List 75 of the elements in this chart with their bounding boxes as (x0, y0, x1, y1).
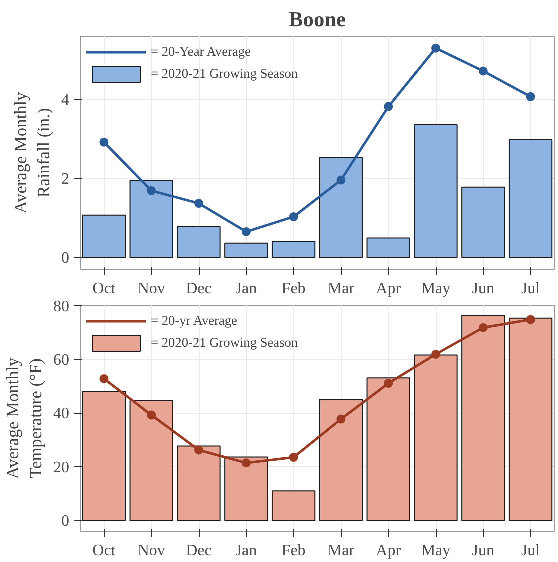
x-tick-label: Dec (186, 542, 212, 560)
point (289, 453, 298, 462)
x-tick-label: Nov (138, 280, 166, 298)
bar (177, 226, 221, 258)
point (384, 379, 394, 388)
x-tick-label: Mar (328, 280, 356, 298)
bar (319, 157, 364, 258)
legend-label: = 20-Year Average (151, 44, 251, 60)
bar (130, 180, 174, 258)
bar (414, 124, 458, 258)
x-tick-label: Jun (472, 280, 495, 298)
x-tick-label: May (421, 280, 451, 298)
y-axis-title: Average Monthly Rainfall (in.) (12, 92, 54, 214)
bar (224, 242, 268, 258)
x-tick-label: Oct (92, 280, 116, 298)
x-tick-label: Feb (282, 542, 306, 560)
y-tick-label: 60 (54, 352, 70, 369)
point (100, 138, 109, 147)
x-tick-label: Jan (236, 542, 258, 560)
x-tick-label: Jan (236, 280, 258, 298)
x-tick-label: May (421, 542, 451, 560)
bar (130, 400, 174, 522)
point (432, 44, 440, 53)
y-tick-label: 4 (62, 92, 70, 110)
y-axis-title: Average Monthly Temperature (°F) (4, 357, 46, 480)
point (100, 374, 109, 384)
x-tick-label: Jun (472, 542, 495, 560)
point (336, 414, 346, 424)
point (147, 186, 156, 196)
y-tick-label: 0 (62, 250, 70, 268)
y-tick-label: 20 (54, 459, 70, 476)
bar (366, 238, 410, 258)
bar (272, 240, 316, 258)
point (432, 350, 440, 359)
legend-label: = 20-yr Average (151, 313, 238, 329)
bar (177, 446, 221, 522)
bar (272, 490, 316, 522)
point (242, 458, 251, 468)
x-tick-label: Jul (521, 280, 541, 298)
point (147, 410, 156, 420)
bar (366, 378, 410, 522)
x-tick-label: Dec (186, 280, 212, 298)
point (194, 446, 204, 455)
point (526, 315, 536, 324)
point (194, 199, 204, 208)
bar (462, 186, 506, 258)
x-tick-label: Jul (521, 542, 541, 560)
x-tick-label: Apr (376, 280, 402, 298)
y-tick-label: 2 (62, 171, 70, 188)
y-tick-label: 80 (54, 298, 70, 316)
bar (82, 391, 126, 522)
x-tick-label: Mar (328, 542, 356, 560)
bar (319, 399, 364, 522)
point (242, 227, 251, 236)
bar (508, 139, 553, 258)
bar (462, 314, 506, 522)
point (289, 212, 298, 222)
y-tick-label: 40 (54, 406, 70, 423)
x-tick-label: Oct (92, 542, 116, 560)
point (384, 102, 394, 112)
x-tick-label: Apr (376, 542, 402, 560)
chart-title: Boone (289, 8, 346, 32)
bar (82, 214, 126, 258)
point (336, 176, 346, 185)
x-tick-label: Nov (138, 542, 166, 560)
x-tick-label: Feb (282, 280, 306, 298)
legend-label: = 2020-21 Growing Season (151, 66, 298, 82)
legend-label: = 2020-21 Growing Season (151, 335, 298, 351)
point (526, 92, 536, 102)
bar (508, 318, 553, 522)
point (478, 66, 488, 76)
y-tick-label: 0 (62, 513, 70, 530)
bar (224, 456, 268, 522)
bar (414, 354, 458, 522)
point (478, 323, 488, 332)
